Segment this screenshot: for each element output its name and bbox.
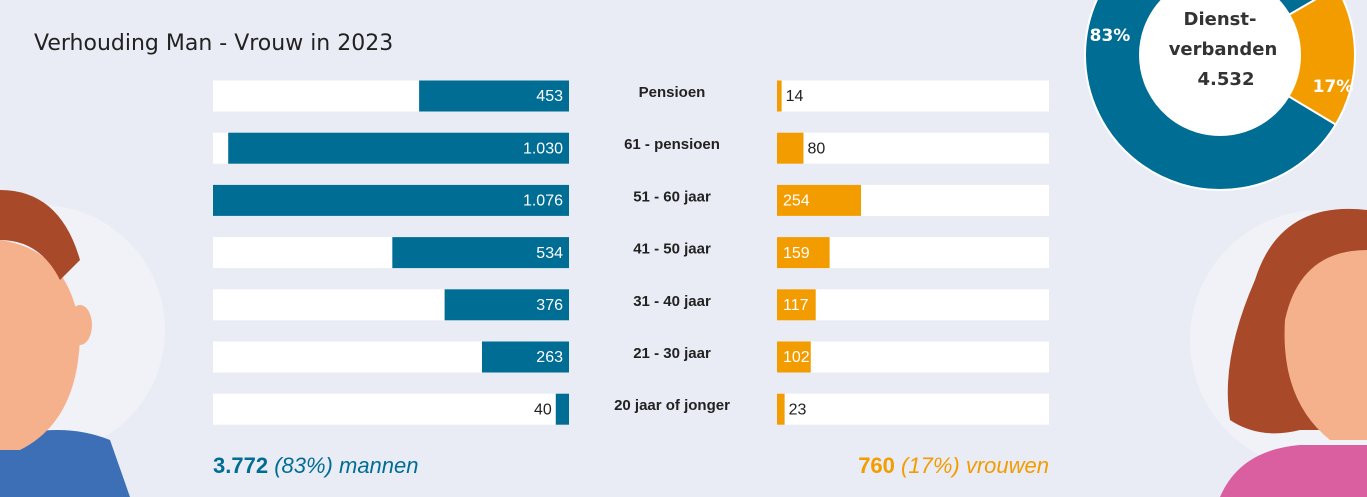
slice-label: 83% (1090, 26, 1131, 46)
donut-slice (1084, 0, 1338, 191)
row-background (777, 80, 1049, 112)
category-label: 31 - 40 jaar (633, 293, 711, 310)
value-label: 1.076 (523, 193, 563, 210)
slice-label: 17% (1313, 77, 1354, 97)
bar (777, 237, 830, 269)
center-value: 4.532 (1198, 69, 1255, 90)
donut-center (1141, 0, 1299, 134)
category-label: 61 - pensioen (624, 136, 720, 153)
category-label: 51 - 60 jaar (633, 188, 711, 205)
center-label: verbanden (1169, 39, 1278, 60)
value-label: 453 (536, 88, 563, 105)
row-background (213, 393, 569, 425)
women-total: 760 (17%) vrouwen (858, 453, 1049, 478)
bar (777, 132, 804, 164)
bar (444, 289, 569, 321)
women-share: (17%) (901, 453, 960, 478)
value-label: 263 (536, 349, 563, 366)
donut-slice (1287, 0, 1356, 126)
men-total: 3.772 (83%) mannen (213, 453, 419, 478)
men-legend: mannen (339, 453, 419, 478)
value-label: 117 (783, 297, 809, 314)
row-background (777, 393, 1049, 425)
man-illustration (0, 190, 165, 497)
bar (777, 289, 816, 321)
men-share: (83%) (274, 453, 333, 478)
bar (777, 80, 782, 112)
category-label: Pensioen (639, 84, 706, 101)
women-legend: vrouwen (966, 453, 1049, 478)
bar (419, 80, 569, 112)
value-label: 40 (534, 401, 552, 418)
bar (555, 393, 569, 425)
value-label: 1.030 (523, 140, 563, 157)
value-label: 376 (536, 297, 563, 314)
women-total-value: 760 (858, 453, 895, 478)
men-total-value: 3.772 (213, 453, 268, 478)
woman-illustration (1190, 208, 1367, 497)
bar (481, 341, 569, 373)
value-label: 534 (536, 245, 563, 262)
bar (777, 393, 785, 425)
bar (228, 132, 569, 164)
bar (213, 184, 569, 216)
value-label: 23 (789, 401, 807, 418)
value-label: 102 (783, 349, 810, 366)
category-label: 20 jaar of jonger (614, 397, 730, 414)
category-label: 41 - 50 jaar (633, 241, 711, 258)
bar (777, 184, 862, 216)
value-label: 159 (783, 245, 810, 262)
bar (392, 237, 569, 269)
center-label: Dienst- (1184, 9, 1257, 30)
bar (777, 341, 811, 373)
value-label: 80 (807, 140, 825, 157)
chart-title: Verhouding Man - Vrouw in 2023 (34, 31, 393, 56)
value-label: 254 (783, 193, 810, 210)
row-background (777, 289, 1049, 321)
category-label: 21 - 30 jaar (633, 345, 711, 362)
row-background (777, 341, 1049, 373)
value-label: 14 (786, 88, 804, 105)
row-background (777, 132, 1049, 164)
